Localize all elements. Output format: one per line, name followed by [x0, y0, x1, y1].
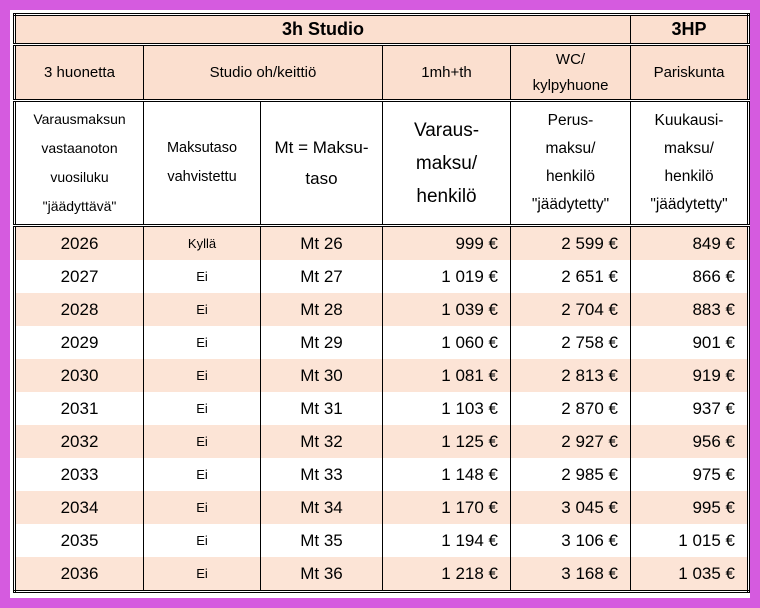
kuukausimaksu-cell: 956 € — [630, 425, 750, 458]
table-row: 2026 Kyllä Mt 26 999 €2 599 €849 € — [14, 225, 750, 260]
perusmaksu-cell: 2 651 € — [509, 260, 632, 293]
perusmaksu-cell: 2 870 € — [509, 392, 632, 425]
varausmaksu-cell: 1 148 € — [382, 458, 511, 491]
perusmaksu-cell: 3 168 € — [509, 557, 632, 592]
mt-cell: Mt 31 — [260, 392, 383, 425]
perusmaksu-cell: 2 704 € — [509, 293, 632, 326]
header-3h-studio: 3h Studio — [13, 14, 632, 46]
year-cell: 2026 — [14, 225, 144, 260]
confirmed-cell: Ei — [143, 557, 261, 592]
header-wc-kylpyhuone: WC/ kylpyhuone — [509, 44, 632, 102]
perusmaksu-cell: 3 106 € — [509, 524, 632, 557]
group-header-row: 3h Studio 3HP — [13, 14, 750, 46]
mt-cell: Mt 33 — [260, 458, 383, 491]
perusmaksu-cell: 2 599 € — [509, 225, 632, 260]
year-cell: 2033 — [14, 458, 144, 491]
header-kuukausimaksu-henkilo: Kuukausi- maksu/ henkilö "jäädytetty" — [630, 100, 750, 227]
kuukausimaksu-cell: 919 € — [630, 359, 750, 392]
header-studio-keittio: Studio oh/keittiö — [143, 44, 383, 102]
mt-cell: Mt 32 — [260, 425, 383, 458]
table-row: 2027 Ei Mt 27 1 019 €2 651 €866 € — [14, 260, 750, 293]
kuukausimaksu-cell: 937 € — [630, 392, 750, 425]
varausmaksu-cell: 1 194 € — [382, 524, 511, 557]
perusmaksu-cell: 2 985 € — [509, 458, 632, 491]
confirmed-cell: Ei — [143, 326, 261, 359]
varausmaksu-cell: 1 019 € — [382, 260, 511, 293]
header-1mh-th: 1mh+th — [382, 44, 511, 102]
confirmed-cell: Ei — [143, 458, 261, 491]
varausmaksu-cell: 999 € — [382, 225, 511, 260]
header-varausmaksu-henkilo: Varaus- maksu/ henkilö — [382, 100, 511, 227]
perusmaksu-cell: 2 813 € — [509, 359, 632, 392]
varausmaksu-cell: 1 060 € — [382, 326, 511, 359]
kuukausimaksu-cell: 883 € — [630, 293, 750, 326]
column-header-row: Varausmaksun vastaanoton vuosiluku "jääd… — [14, 100, 750, 227]
varausmaksu-cell: 1 103 € — [382, 392, 511, 425]
confirmed-cell: Ei — [143, 359, 261, 392]
varausmaksu-cell: 1 125 € — [382, 425, 511, 458]
perusmaksu-cell: 2 927 € — [509, 425, 632, 458]
confirmed-cell: Ei — [143, 260, 261, 293]
header-pariskunta: Pariskunta — [630, 44, 750, 102]
year-cell: 2031 — [14, 392, 144, 425]
kuukausimaksu-cell: 849 € — [630, 225, 750, 260]
kuukausimaksu-cell: 975 € — [630, 458, 750, 491]
year-cell: 2034 — [14, 491, 144, 524]
header-maksutaso-vahvistettu: Maksutaso vahvistettu — [143, 100, 261, 227]
table-row: 2031 Ei Mt 31 1 103 €2 870 €937 € — [14, 392, 750, 425]
kuukausimaksu-cell: 1 035 € — [630, 557, 750, 592]
varausmaksu-cell: 1 170 € — [382, 491, 511, 524]
table-row: 2032 Ei Mt 32 1 125 €2 927 €956 € — [14, 425, 750, 458]
kuukausimaksu-cell: 901 € — [630, 326, 750, 359]
mt-cell: Mt 30 — [260, 359, 383, 392]
mt-cell: Mt 26 — [260, 225, 383, 260]
page-background: 3h Studio 3HP 3 huonetta Studio oh/keitt… — [10, 10, 751, 598]
mt-cell: Mt 36 — [260, 557, 383, 592]
year-cell: 2032 — [14, 425, 144, 458]
mt-cell: Mt 34 — [260, 491, 383, 524]
year-cell: 2027 — [14, 260, 144, 293]
kuukausimaksu-cell: 1 015 € — [630, 524, 750, 557]
year-cell: 2036 — [14, 557, 144, 592]
perusmaksu-cell: 2 758 € — [509, 326, 632, 359]
varausmaksu-cell: 1 081 € — [382, 359, 511, 392]
mt-cell: Mt 27 — [260, 260, 383, 293]
year-cell: 2030 — [14, 359, 144, 392]
kuukausimaksu-cell: 995 € — [630, 491, 750, 524]
pricing-table: 3h Studio 3HP 3 huonetta Studio oh/keitt… — [13, 13, 751, 593]
confirmed-cell: Ei — [143, 491, 261, 524]
table-row: 2035 Ei Mt 35 1 194 €3 106 €1 015 € — [14, 524, 750, 557]
table-row: 2036 Ei Mt 36 1 218 €3 168 €1 035 € — [14, 557, 750, 592]
perusmaksu-cell: 3 045 € — [509, 491, 632, 524]
table-row: 2033 Ei Mt 33 1 148 €2 985 €975 € — [14, 458, 750, 491]
year-cell: 2028 — [14, 293, 144, 326]
year-cell: 2035 — [14, 524, 144, 557]
header-perusmaksu-henkilo: Perus- maksu/ henkilö "jäädytetty" — [509, 100, 632, 227]
table-row: 2029 Ei Mt 29 1 060 €2 758 €901 € — [14, 326, 750, 359]
mt-cell: Mt 29 — [260, 326, 383, 359]
type-header-row: 3 huonetta Studio oh/keittiö 1mh+th WC/ … — [14, 44, 750, 102]
mt-cell: Mt 35 — [260, 524, 383, 557]
confirmed-cell: Ei — [143, 392, 261, 425]
confirmed-cell: Ei — [143, 425, 261, 458]
header-3hp: 3HP — [630, 14, 750, 46]
header-3-huonetta: 3 huonetta — [14, 44, 144, 102]
table-row: 2030 Ei Mt 30 1 081 €2 813 €919 € — [14, 359, 750, 392]
confirmed-cell: Kyllä — [143, 225, 261, 260]
header-varausmaksun-vuosiluku: Varausmaksun vastaanoton vuosiluku "jääd… — [14, 100, 144, 227]
header-mt-maksutaso: Mt = Maksu- taso — [260, 100, 383, 227]
kuukausimaksu-cell: 866 € — [630, 260, 750, 293]
table-body: 2026 Kyllä Mt 26 999 €2 599 €849 €2027 Ei Mt … — [14, 225, 750, 592]
varausmaksu-cell: 1 039 € — [382, 293, 511, 326]
varausmaksu-cell: 1 218 € — [382, 557, 511, 592]
year-cell: 2029 — [14, 326, 144, 359]
table-row: 2028 Ei Mt 28 1 039 €2 704 €883 € — [14, 293, 750, 326]
confirmed-cell: Ei — [143, 293, 261, 326]
confirmed-cell: Ei — [143, 524, 261, 557]
mt-cell: Mt 28 — [260, 293, 383, 326]
table-row: 2034 Ei Mt 34 1 170 €3 045 €995 € — [14, 491, 750, 524]
